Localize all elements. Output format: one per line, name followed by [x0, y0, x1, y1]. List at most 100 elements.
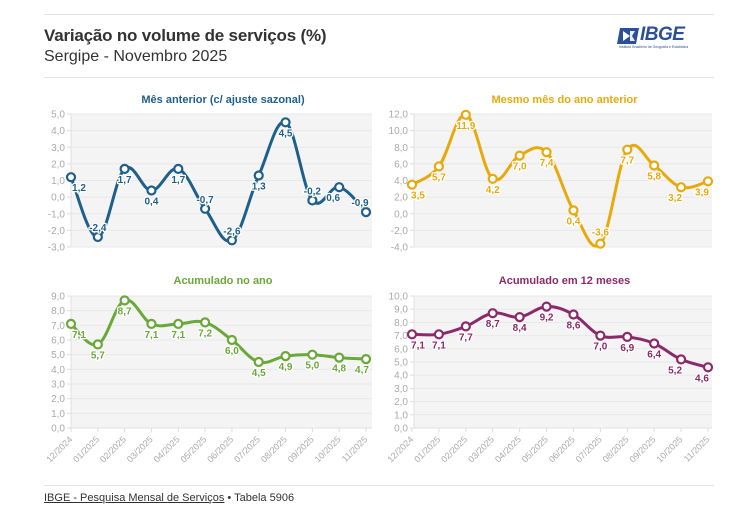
- data-point: [433, 161, 445, 172]
- x-tick-label: 03/2025: [466, 434, 496, 464]
- data-point: [280, 351, 291, 362]
- y-tick-label: 6,0: [394, 159, 408, 170]
- y-tick-label: -2,0: [391, 226, 409, 237]
- data-label: 3,5: [411, 191, 425, 202]
- data-label: 7,7: [620, 156, 634, 167]
- y-tick-label: 6,0: [51, 336, 65, 347]
- data-point: [307, 349, 318, 360]
- ibge-logo: IBGE Instituto Brasileiro de Geografia e…: [617, 24, 712, 52]
- data-point: [702, 176, 714, 187]
- data-point: [487, 308, 498, 319]
- y-tick-label: -3,0: [48, 243, 66, 254]
- y-tick-label: 0,0: [394, 424, 408, 435]
- plot-area: [71, 296, 372, 428]
- data-label: 1,7: [118, 175, 132, 186]
- footer-rule: [44, 485, 714, 486]
- data-label: 7,4: [540, 158, 554, 169]
- y-tick-label: 4,0: [51, 126, 65, 137]
- data-point: [406, 329, 418, 340]
- data-point: [92, 339, 103, 350]
- y-tick-label: 8,0: [394, 318, 408, 329]
- data-label: 7,1: [145, 330, 159, 341]
- data-label: 6,0: [225, 346, 239, 357]
- x-tick-label: 05/2025: [178, 434, 208, 464]
- data-point: [119, 295, 130, 306]
- x-tick-label: 07/2025: [574, 434, 604, 464]
- data-label: 0,4: [567, 216, 581, 227]
- data-label: 8,7: [486, 319, 500, 330]
- data-point: [226, 334, 238, 346]
- x-tick-label: 04/2025: [493, 434, 523, 464]
- data-point: [307, 195, 318, 206]
- x-tick-label: 07/2025: [232, 434, 262, 464]
- data-point: [622, 331, 633, 342]
- data-point: [226, 235, 238, 246]
- table-reference: Tabela 5906: [234, 492, 295, 504]
- y-tick-label: 4,0: [51, 365, 65, 376]
- data-point: [568, 309, 579, 320]
- ibge-logo-icon: [617, 28, 639, 44]
- y-tick-label: 8,0: [51, 306, 65, 317]
- logo-text: IBGE: [640, 24, 685, 45]
- data-label: 7,0: [513, 162, 527, 173]
- y-tick-label: 5,0: [51, 110, 65, 121]
- data-label: 0,6: [326, 193, 340, 204]
- chart-title: Acumulado em 12 meses: [499, 275, 630, 287]
- x-tick-label: 06/2025: [547, 434, 577, 464]
- data-label: 7,7: [459, 332, 473, 343]
- data-point: [199, 317, 211, 328]
- data-label: 3,9: [695, 187, 709, 198]
- y-tick-label: 1,0: [51, 409, 65, 420]
- source-link[interactable]: IBGE - Pesquisa Mensal de Serviços: [44, 492, 225, 504]
- data-label: 0,4: [145, 197, 159, 208]
- data-label: 1,3: [252, 182, 266, 193]
- data-label: 1,2: [72, 183, 86, 194]
- y-tick-label: 2,0: [394, 193, 408, 204]
- y-tick-label: 4,0: [394, 176, 408, 187]
- y-tick-label: 6,0: [394, 344, 408, 355]
- data-label: 4,5: [252, 368, 266, 379]
- page-title: Variação no volume de serviços (%): [44, 26, 327, 45]
- x-tick-label: 11/2025: [340, 434, 370, 464]
- x-tick-label: 12/2024: [44, 434, 74, 464]
- data-label: 7,1: [72, 330, 86, 341]
- data-label: 4,5: [279, 128, 293, 139]
- chart-4: Acumulado em 12 meses 10,0 9,0 8,0 7,0 6,0 5,0…: [385, 275, 714, 464]
- data-label: -3,6: [592, 228, 610, 239]
- y-tick-label: 2,0: [51, 394, 65, 405]
- data-label: -0,9: [351, 198, 369, 209]
- data-point: [622, 144, 633, 155]
- data-point: [406, 179, 418, 190]
- x-tick-label: 10/2025: [313, 434, 343, 464]
- chart-title: Mês anterior (c/ ajuste sazonal): [141, 94, 305, 106]
- data-point: [514, 312, 525, 323]
- data-point: [675, 182, 687, 193]
- data-label: 5,7: [91, 350, 105, 361]
- y-tick-label: 10,0: [389, 126, 409, 137]
- header-bottom-rule: [44, 77, 714, 78]
- data-point: [334, 182, 345, 193]
- data-point: [460, 109, 471, 120]
- data-point: [595, 330, 606, 341]
- data-label: 9,2: [540, 313, 554, 324]
- data-point: [173, 318, 184, 329]
- logo-subtext: Instituto Brasileiro de Geografia e Esta…: [619, 45, 689, 49]
- data-label: 7,0: [593, 342, 607, 353]
- chart-title: Mesmo mês do ano anterior: [491, 94, 638, 106]
- data-label: 3,2: [668, 193, 682, 204]
- data-point: [649, 160, 660, 171]
- data-label: 11,9: [456, 121, 475, 132]
- data-point: [253, 356, 264, 368]
- data-point: [92, 231, 103, 243]
- footer-separator: •: [224, 492, 235, 504]
- data-label: 4,7: [355, 365, 369, 376]
- data-label: -2,4: [89, 223, 107, 234]
- data-label: 5,7: [432, 172, 446, 183]
- data-label: 8,7: [118, 306, 132, 317]
- data-point: [199, 203, 211, 214]
- x-tick-label: 08/2025: [259, 434, 289, 464]
- data-label: -0,7: [196, 195, 214, 206]
- data-label: 5,8: [647, 172, 661, 183]
- x-tick-label: 01/2025: [412, 434, 442, 464]
- y-tick-label: 7,0: [394, 331, 408, 342]
